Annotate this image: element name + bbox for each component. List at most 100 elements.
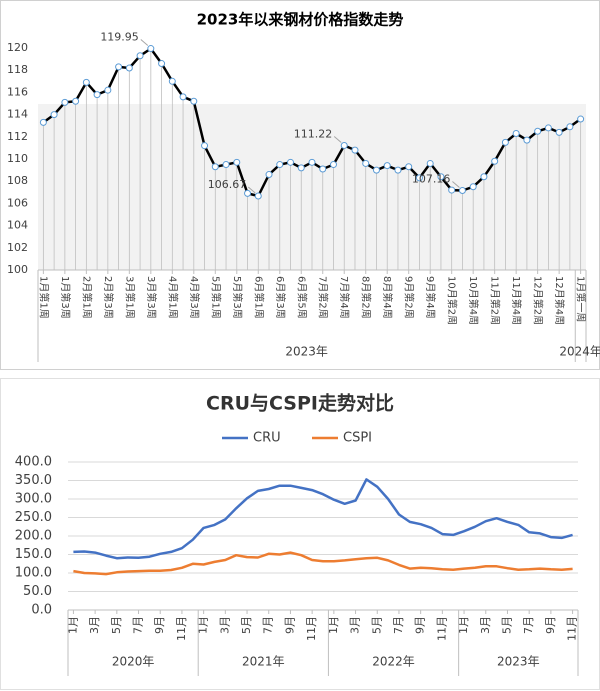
data-label: 119.95 (100, 31, 139, 44)
x-tick-label: 1月 (197, 616, 210, 634)
data-point (179, 93, 187, 101)
x-tick-label: 5月第1周 (209, 276, 222, 319)
y-tick-label: 200.0 (15, 529, 52, 544)
data-point (544, 124, 552, 132)
x-tick-label: 3月 (88, 616, 101, 634)
x-tick-label: 7月 (522, 616, 535, 634)
x-tick-label: 9月 (414, 616, 427, 634)
x-tick-label: 4月第3周 (188, 276, 201, 319)
y-tick-label: 50.0 (23, 584, 52, 599)
y-tick-label: 104 (7, 219, 28, 232)
data-point (222, 161, 230, 169)
x-tick-label: 5月第3周 (231, 276, 244, 319)
x-tick-label: 1月 (327, 616, 340, 634)
x-tick-label: 3月第3周 (145, 276, 158, 319)
group-label: 2024年 (559, 345, 600, 359)
data-point (394, 166, 402, 174)
data-point (534, 127, 542, 135)
data-point (362, 159, 370, 167)
y-tick-label: 400.0 (15, 455, 52, 470)
data-point (415, 174, 423, 182)
y-tick-label: 116 (7, 85, 28, 98)
data-point (555, 128, 563, 136)
data-point (190, 97, 198, 105)
data-point (233, 158, 241, 166)
data-point (201, 142, 209, 150)
data-point (340, 141, 348, 149)
x-tick-label: 3月第1周 (123, 276, 136, 319)
x-tick-label: 11月 (566, 616, 579, 641)
group-label: 2021年 (242, 655, 285, 669)
data-line (73, 478, 573, 560)
x-tick-label: 1月 (457, 616, 470, 634)
data-point (448, 186, 456, 194)
y-tick-label: 100.0 (15, 566, 52, 581)
data-point (125, 64, 133, 72)
x-tick-label: 6月第3周 (274, 276, 287, 319)
data-point (319, 165, 327, 173)
x-tick-label: 7月 (262, 616, 275, 634)
data-point (287, 158, 295, 166)
label-leader (333, 136, 342, 143)
data-label: 111.22 (294, 127, 333, 140)
x-tick-label: 5月 (500, 616, 513, 634)
x-tick-label: 9月 (153, 616, 166, 634)
y-tick-label: 118 (7, 63, 28, 76)
x-tick-label: 9月第2周 (403, 276, 416, 319)
x-tick-label: 3月 (218, 616, 231, 634)
y-tick-label: 120 (7, 41, 28, 54)
x-tick-label: 8月第4周 (381, 276, 394, 319)
x-tick-label: 11月第2周 (489, 276, 502, 325)
data-point (469, 183, 477, 191)
data-point (93, 91, 101, 99)
y-tick-label: 0.0 (31, 603, 52, 618)
group-label: 2020年 (112, 655, 155, 669)
y-tick-label: 112 (7, 130, 28, 143)
x-tick-label: 7月 (132, 616, 145, 634)
x-tick-label: 9月 (544, 616, 557, 634)
group-label: 2022年 (372, 655, 415, 669)
y-tick-label: 108 (7, 174, 28, 187)
data-point (566, 123, 574, 131)
y-tick-label: 100 (7, 263, 28, 276)
x-tick-label: 11月第4周 (510, 276, 523, 325)
chart-title: CRU与CSPI走势对比 (206, 392, 394, 415)
x-tick-label: 11月 (305, 616, 318, 641)
x-tick-label: 1月第3周 (59, 276, 72, 319)
data-point (491, 157, 499, 165)
x-tick-label: 5月 (370, 616, 383, 634)
x-tick-label: 11月 (175, 616, 188, 641)
x-tick-label: 1月第1周 (37, 276, 50, 319)
x-tick-label: 8月第2周 (360, 276, 373, 319)
data-point (136, 52, 144, 60)
data-label: 107.16 (412, 173, 451, 186)
x-tick-label: 3月 (349, 616, 362, 634)
data-point (297, 164, 305, 172)
y-tick-label: 250.0 (15, 510, 52, 525)
data-line (73, 551, 573, 576)
x-tick-label: 6月第1周 (252, 276, 265, 319)
data-point (115, 63, 123, 71)
data-point (147, 45, 155, 53)
x-tick-label: 10月第4周 (467, 276, 480, 325)
x-tick-label: 2月第1周 (80, 276, 93, 319)
y-tick-label: 106 (7, 196, 28, 209)
y-tick-label: 114 (7, 108, 28, 121)
data-point (39, 118, 47, 126)
x-tick-label: 11月 (435, 616, 448, 641)
data-point (458, 187, 466, 195)
data-point (104, 86, 112, 94)
data-point (168, 77, 176, 85)
data-point (329, 161, 337, 169)
data-point (158, 60, 166, 68)
legend-label: CRU (253, 431, 281, 446)
data-point (72, 97, 80, 105)
group-label: 2023年 (497, 655, 540, 669)
chart-frame (0, 378, 600, 690)
data-point (480, 173, 488, 181)
y-tick-label: 300.0 (15, 492, 52, 507)
data-point (276, 161, 284, 169)
x-tick-label: 10月第2周 (446, 276, 459, 325)
x-tick-label: 4月第1周 (166, 276, 179, 319)
